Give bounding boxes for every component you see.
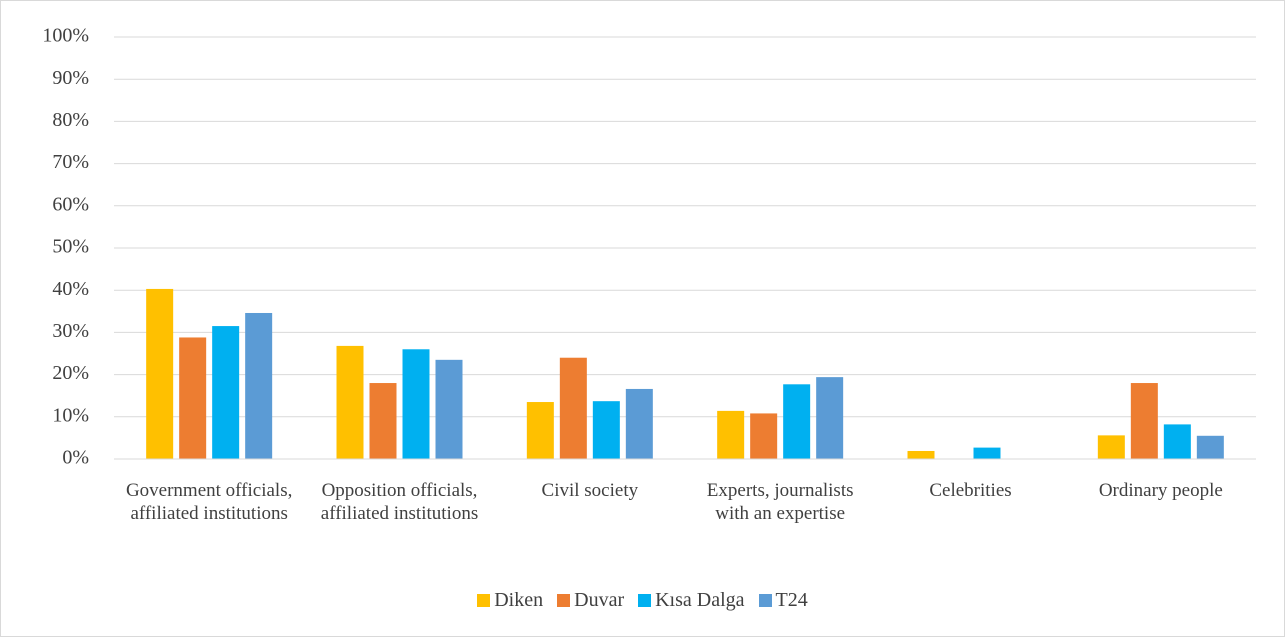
y-tick-label: 70%	[52, 151, 89, 173]
bar	[717, 410, 745, 459]
legend-item: Diken	[477, 589, 543, 612]
bar	[146, 288, 174, 459]
y-tick-label: 20%	[52, 362, 89, 384]
bar	[625, 388, 653, 459]
bar	[212, 326, 240, 459]
y-tick-label: 0%	[62, 447, 89, 469]
x-tick-label: Government officials, affiliated institu…	[125, 480, 293, 524]
bar	[783, 384, 811, 459]
y-tick-label: 80%	[52, 109, 89, 131]
bar	[179, 337, 207, 459]
bar	[1163, 424, 1191, 459]
bar	[369, 383, 397, 459]
y-tick-label: 90%	[52, 67, 89, 89]
legend-item: T24	[758, 589, 808, 612]
legend-swatch	[477, 594, 491, 607]
legend: Diken Duvar Kısa Dalga T24	[1, 589, 1284, 612]
x-tick-label: Civil society	[541, 480, 639, 501]
x-tick-label: Ordinary people	[1098, 480, 1223, 501]
legend-label: T24	[775, 589, 808, 611]
bar	[1097, 435, 1125, 459]
bar	[526, 402, 554, 459]
bar	[402, 349, 430, 459]
bar	[435, 359, 463, 459]
legend-swatch	[758, 594, 772, 607]
x-tick-label: Opposition officials, affiliated institu…	[320, 480, 479, 524]
bar	[816, 377, 844, 459]
bar	[750, 413, 778, 459]
y-tick-label: 100%	[42, 25, 89, 47]
legend-swatch	[638, 594, 652, 607]
bar	[1130, 383, 1158, 459]
y-tick-label: 50%	[52, 236, 89, 258]
bar	[907, 450, 935, 459]
y-tick-label: 40%	[52, 278, 89, 300]
bar	[973, 447, 1001, 459]
y-tick-label: 10%	[52, 404, 89, 426]
legend-label: Duvar	[574, 589, 625, 611]
y-tick-label: 60%	[52, 193, 89, 215]
legend-item: Duvar	[557, 589, 624, 612]
bar	[336, 345, 364, 459]
x-tick-label: Experts, journalists with an expertise	[706, 480, 854, 524]
legend-swatch	[557, 594, 571, 607]
legend-label: Kısa Dalga	[655, 589, 745, 611]
bar	[1196, 435, 1224, 459]
bar	[245, 312, 273, 459]
x-tick-label: Celebrities	[929, 480, 1012, 501]
y-tick-label: 30%	[52, 320, 89, 342]
legend-item: Kısa Dalga	[638, 589, 745, 612]
bar	[559, 357, 587, 459]
legend-label: Diken	[494, 589, 544, 611]
bar	[592, 401, 620, 459]
